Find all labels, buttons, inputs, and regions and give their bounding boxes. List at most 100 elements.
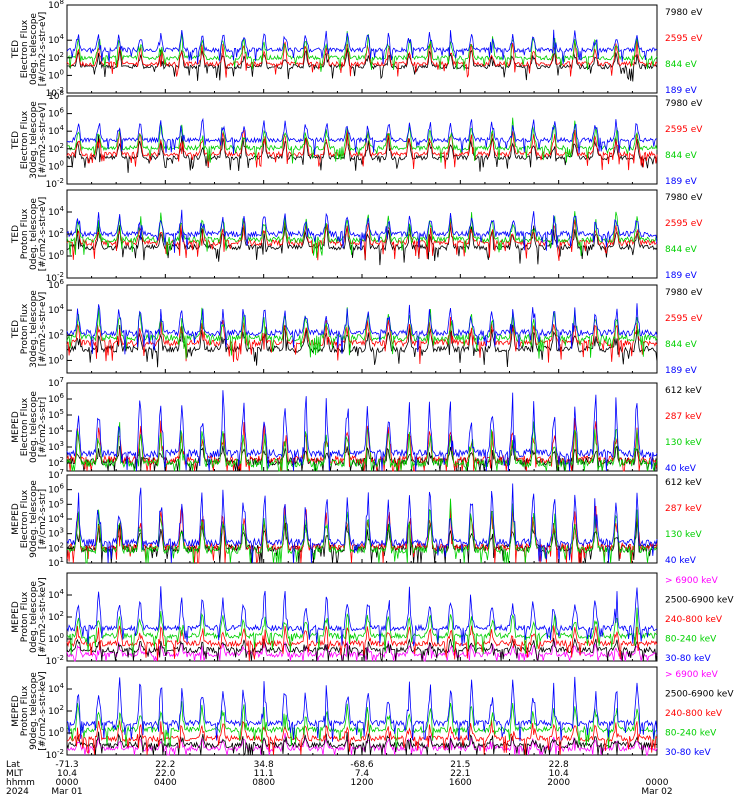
series-line [67, 31, 658, 72]
y-tick-label: 104 [48, 205, 64, 218]
legend-entry: 240-800 keV [665, 615, 723, 625]
y-tick-label: 106 [48, 107, 64, 120]
y-tick-label: 100 [48, 726, 64, 739]
x-tick-label: 0800 [252, 778, 275, 788]
y-tick-label: 100 [48, 632, 64, 645]
y-tick-label: 102 [48, 704, 64, 717]
y-tick-label: 104 [48, 424, 64, 437]
series-line [66, 637, 658, 663]
y-tick-label: 10-2 [46, 177, 64, 190]
legend-entry: 844 eV [665, 60, 698, 70]
legend-entry: 612 keV [665, 478, 702, 488]
legend-entry: 30-80 keV [665, 748, 711, 758]
legend-entry: 7980 eV [665, 193, 703, 203]
legend-entry: 287 keV [665, 504, 702, 514]
y-tick-label: 106 [48, 392, 64, 405]
x-tick-label: 0000 [56, 778, 79, 788]
y-tick-label: 103 [48, 440, 64, 453]
x-tick-label: 22.2 [155, 760, 175, 770]
series-line [66, 29, 658, 65]
legend-entry: 612 keV [665, 386, 702, 396]
legend-entry: 240-800 keV [665, 709, 723, 719]
legend-entry: 80-240 keV [665, 729, 717, 739]
x-tick-label: Mar 02 [641, 787, 672, 797]
x-tick-label: 1600 [449, 778, 472, 788]
x-row-label: hhmm [6, 778, 35, 788]
legend-entry: > 6900 keV [665, 576, 719, 586]
panel-frame [66, 4, 658, 94]
legend-entry: 844 eV [665, 245, 698, 255]
y-axis-label: MEPEDElectron Flux90deg. telescope[#/cm2… [11, 480, 48, 558]
series-line [66, 47, 658, 82]
y-tick-label: 103 [48, 527, 64, 540]
series-line [66, 732, 658, 756]
legend-entry: 287 keV [665, 412, 702, 422]
legend-entry: 2595 eV [665, 219, 703, 229]
y-tick-label: 108 [48, 0, 64, 11]
legend-entry: 2500-6900 keV [665, 690, 734, 700]
y-axis-label: TEDProton Flux30deg. telescope[#/cm2-s-s… [11, 290, 48, 368]
x-tick-label: Mar 01 [51, 787, 82, 797]
y-tick-label: 102 [48, 541, 64, 554]
y-axis-label: TEDElectron Flux0deg. telescope[#/cm2-s-… [11, 12, 48, 87]
series-line [66, 219, 658, 261]
y-tick-label: 102 [48, 51, 64, 64]
series-line [66, 701, 658, 749]
legend-entry: 2595 eV [665, 314, 703, 324]
legend-entry: 2595 eV [665, 34, 703, 44]
series-line [66, 390, 658, 472]
y-tick-label: 102 [48, 142, 64, 155]
x-tick-label: 10.4 [549, 769, 569, 779]
y-tick-label: 104 [48, 33, 64, 46]
legend-entry: 189 eV [665, 86, 698, 96]
x-tick-label: 0000 [646, 778, 669, 788]
series-line [66, 117, 657, 156]
x-tick-label: 22.8 [549, 760, 569, 770]
x-tick-label: -68.6 [350, 760, 374, 770]
y-tick-label: 104 [48, 512, 64, 525]
y-tick-label: 104 [48, 588, 64, 601]
legend-entry: 189 eV [665, 177, 698, 187]
x-tick-label: 22.1 [450, 769, 470, 779]
legend-entry: 844 eV [665, 151, 698, 161]
y-axis-label: MEPEDElectron Flux0deg. telescope[#/cm2-… [11, 391, 48, 463]
y-tick-label: 107 [48, 468, 64, 481]
series-line [66, 498, 658, 564]
x-tick-label: -71.3 [55, 760, 78, 770]
y-tick-label: 100 [48, 353, 64, 366]
legend-entry: 80-240 keV [665, 635, 717, 645]
x-row-label: 2024 [6, 787, 29, 797]
legend-entry: 40 keV [665, 556, 697, 566]
y-axis-label: MEPEDProton Flux90deg. telescope[#/cm2-s… [11, 671, 48, 750]
legend-entry: 2500-6900 keV [665, 596, 734, 606]
x-tick-label: 2000 [547, 778, 570, 788]
y-tick-label: 10-2 [46, 654, 64, 667]
x-tick-label: 7.4 [355, 769, 370, 779]
legend-entry: 189 eV [665, 271, 698, 281]
series-line [66, 586, 658, 647]
y-tick-label: 102 [48, 227, 64, 240]
y-tick-label: 104 [48, 124, 64, 137]
series-line [66, 504, 658, 564]
series-line [66, 128, 658, 171]
y-axis-label: TEDProton Flux0deg. telescope[#/cm2-s-st… [11, 197, 48, 272]
legend-entry: 30-80 keV [665, 654, 711, 664]
y-tick-label: 105 [48, 408, 64, 421]
legend-entry: 844 eV [665, 340, 698, 350]
y-axis-label: TEDElectron Flux30deg. telescope[#/cm2-s… [11, 101, 48, 179]
x-tick-label: 21.5 [450, 760, 470, 770]
y-tick-label: 101 [48, 556, 64, 569]
y-tick-label: 105 [48, 497, 64, 510]
y-tick-label: 100 [48, 249, 64, 262]
y-axis-label: MEPEDProton Flux0deg. telescope[#/cm2-s-… [11, 577, 48, 656]
x-tick-label: 10.4 [57, 769, 77, 779]
legend-entry: 40 keV [665, 464, 697, 474]
y-tick-label: 102 [48, 610, 64, 623]
y-tick-label: 102 [48, 328, 64, 341]
